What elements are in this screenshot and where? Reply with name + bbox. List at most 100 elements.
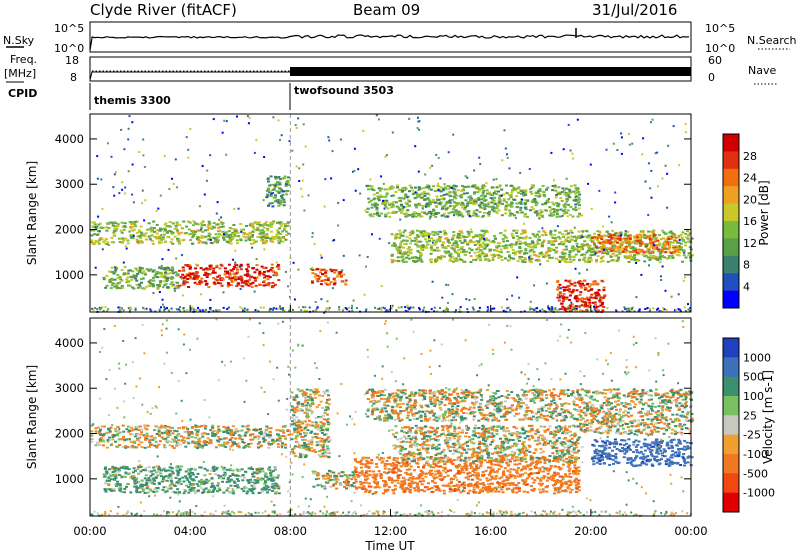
velocity-cell-1	[235, 478, 239, 480]
velocity-cell-1	[161, 488, 165, 491]
velocity-cell-0	[100, 439, 103, 442]
velocity-cell-0	[254, 429, 258, 432]
power-cell-7	[671, 241, 675, 244]
power-cell-5	[466, 204, 470, 207]
power-cell-2	[187, 286, 191, 288]
velocity-cell-1	[269, 472, 272, 475]
power-cell-1	[144, 273, 147, 276]
power-scatter-point	[434, 259, 437, 262]
power-cell-5	[536, 192, 540, 194]
power-cell-6	[568, 253, 572, 256]
power-cell-0	[170, 233, 174, 235]
velocity-cell-0	[194, 436, 198, 439]
power-cell-6	[643, 236, 647, 239]
power-cell-4	[286, 189, 290, 192]
power-scatter-point	[383, 207, 386, 210]
power-ground-point	[242, 309, 244, 312]
power-cell-2	[182, 279, 186, 282]
velocity-cell-0	[94, 430, 98, 433]
power-cell-0	[187, 233, 191, 236]
power-cell-1	[123, 266, 127, 268]
power-cell-2	[228, 277, 232, 280]
power-scatter-point	[113, 173, 116, 176]
power-cell-6	[528, 258, 532, 261]
power-cell-0	[173, 235, 177, 238]
power-cell-1	[158, 272, 162, 275]
power-cell-6	[440, 244, 444, 247]
power-scatter-point	[403, 206, 405, 208]
velocity-cell-1	[207, 479, 211, 482]
power-scatter-point	[354, 189, 357, 192]
power-cell-2	[220, 284, 224, 287]
power-cell-8	[583, 305, 587, 308]
power-scatter-point	[298, 180, 301, 182]
power-cell-7	[649, 239, 653, 242]
velocity-cell-0	[218, 430, 222, 433]
power-ground-point	[92, 309, 95, 311]
velocity-cell-1	[153, 479, 157, 482]
power-cell-6	[536, 240, 540, 243]
power-cell-5	[567, 203, 571, 206]
power-cell-5	[538, 189, 542, 192]
power-cell-6	[684, 233, 688, 235]
power-cell-0	[131, 237, 135, 239]
power-scatter-point	[240, 230, 243, 233]
power-cell-0	[251, 230, 255, 233]
power-scatter-point	[122, 261, 125, 264]
velocity-cell-0	[276, 433, 280, 436]
power-cell-6	[521, 229, 525, 232]
power-ground-point	[227, 306, 230, 309]
power-cell-6	[619, 231, 623, 234]
power-cell-5	[507, 193, 511, 196]
power-cell-7	[616, 247, 620, 250]
power-cell-5	[509, 205, 513, 208]
power-cell-6	[402, 253, 406, 256]
freq-unit: [MHz]	[4, 67, 36, 80]
power-cell-7	[634, 249, 638, 252]
power-cell-5	[383, 204, 387, 207]
power-cell-8	[568, 290, 572, 293]
power-cell-0	[281, 240, 285, 243]
power-scatter-point	[97, 215, 100, 218]
velocity-cell-0	[98, 444, 102, 447]
power-cell-6	[567, 240, 571, 243]
velocity-cell-0	[173, 438, 177, 441]
power-cell-3	[322, 268, 326, 271]
power-cell-5	[555, 202, 558, 204]
power-cell-0	[133, 220, 137, 223]
power-cell-8	[568, 299, 572, 301]
power-cell-8	[557, 293, 560, 296]
power-cell-5	[515, 211, 519, 213]
power-cell-0	[204, 235, 208, 238]
power-cell-6	[635, 233, 639, 236]
power-cell-6	[390, 258, 394, 261]
velocity-cell-1	[243, 487, 247, 490]
power-cell-5	[459, 203, 463, 206]
power-ground-point	[246, 308, 249, 311]
velocity-cell-1	[173, 491, 177, 494]
power-scatter-point	[437, 156, 440, 159]
power-cell-2	[226, 285, 230, 288]
velocity-cell-1	[131, 477, 135, 480]
power-cell-6	[623, 255, 627, 258]
power-cell-2	[232, 272, 236, 275]
power-cell-5	[498, 184, 502, 187]
velocity-cell-1	[210, 485, 214, 487]
power-cell-0	[155, 237, 159, 240]
power-cell-5	[560, 200, 564, 202]
power-cell-5	[543, 195, 547, 198]
power-cell-6	[523, 241, 527, 244]
power-ground-point	[351, 309, 354, 312]
power-cell-0	[158, 227, 162, 230]
power-cell-7	[597, 234, 601, 237]
power-cell-5	[474, 200, 478, 203]
velocity-cell-0	[197, 446, 201, 448]
power-cell-1	[156, 276, 160, 279]
velocity-cell-0	[187, 434, 191, 437]
power-scatter-point	[521, 198, 523, 201]
power-cell-0	[207, 227, 211, 230]
power-ground-point	[397, 306, 400, 309]
power-cell-0	[133, 223, 137, 226]
power-scatter-point	[272, 274, 275, 277]
